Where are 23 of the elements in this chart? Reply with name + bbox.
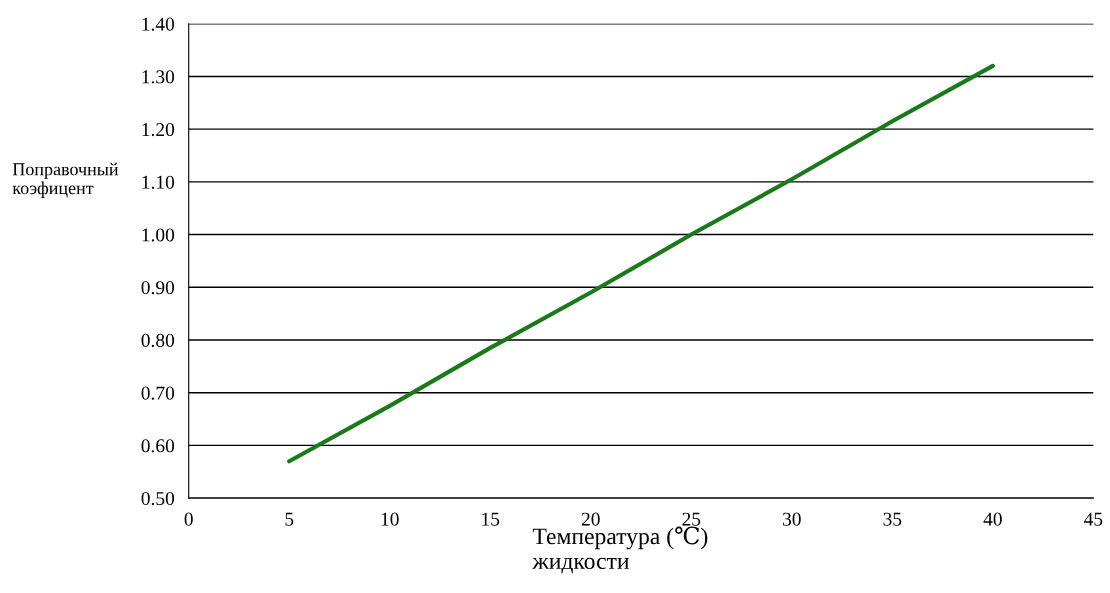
y-tick-label: 0.50 <box>141 491 175 506</box>
y-tick-label: 1.20 <box>142 122 175 137</box>
x-tick-label: 20 <box>581 512 600 526</box>
x-tick-label: 30 <box>783 512 801 526</box>
y-tick-label: 1.40 <box>142 17 175 31</box>
x-tick-label: 10 <box>381 512 399 526</box>
x-axis-title: Температура (℃) жидкости <box>532 526 708 574</box>
x-tick-label: 5 <box>285 512 294 526</box>
x-tick-label: 35 <box>883 512 902 526</box>
x-tick-label: 0 <box>184 512 193 526</box>
y-tick-label: 1.00 <box>142 228 175 242</box>
y-tick-label: 0.90 <box>141 281 175 295</box>
line-series <box>287 63 995 464</box>
x-tick-label: 25 <box>682 512 701 526</box>
x-tick-label: 40 <box>983 512 1002 526</box>
x-tick-label: 15 <box>482 512 500 526</box>
x-tick-label: 45 <box>1084 512 1103 526</box>
y-tick-label: 0.80 <box>141 333 175 348</box>
y-axis-title: Поправочный коэфицент <box>12 162 119 198</box>
y-tick-label: 0.60 <box>141 439 175 453</box>
y-tick-label: 0.70 <box>141 386 175 400</box>
y-tick-label: 1.10 <box>142 175 175 189</box>
y-tick-label: 1.30 <box>142 70 175 84</box>
